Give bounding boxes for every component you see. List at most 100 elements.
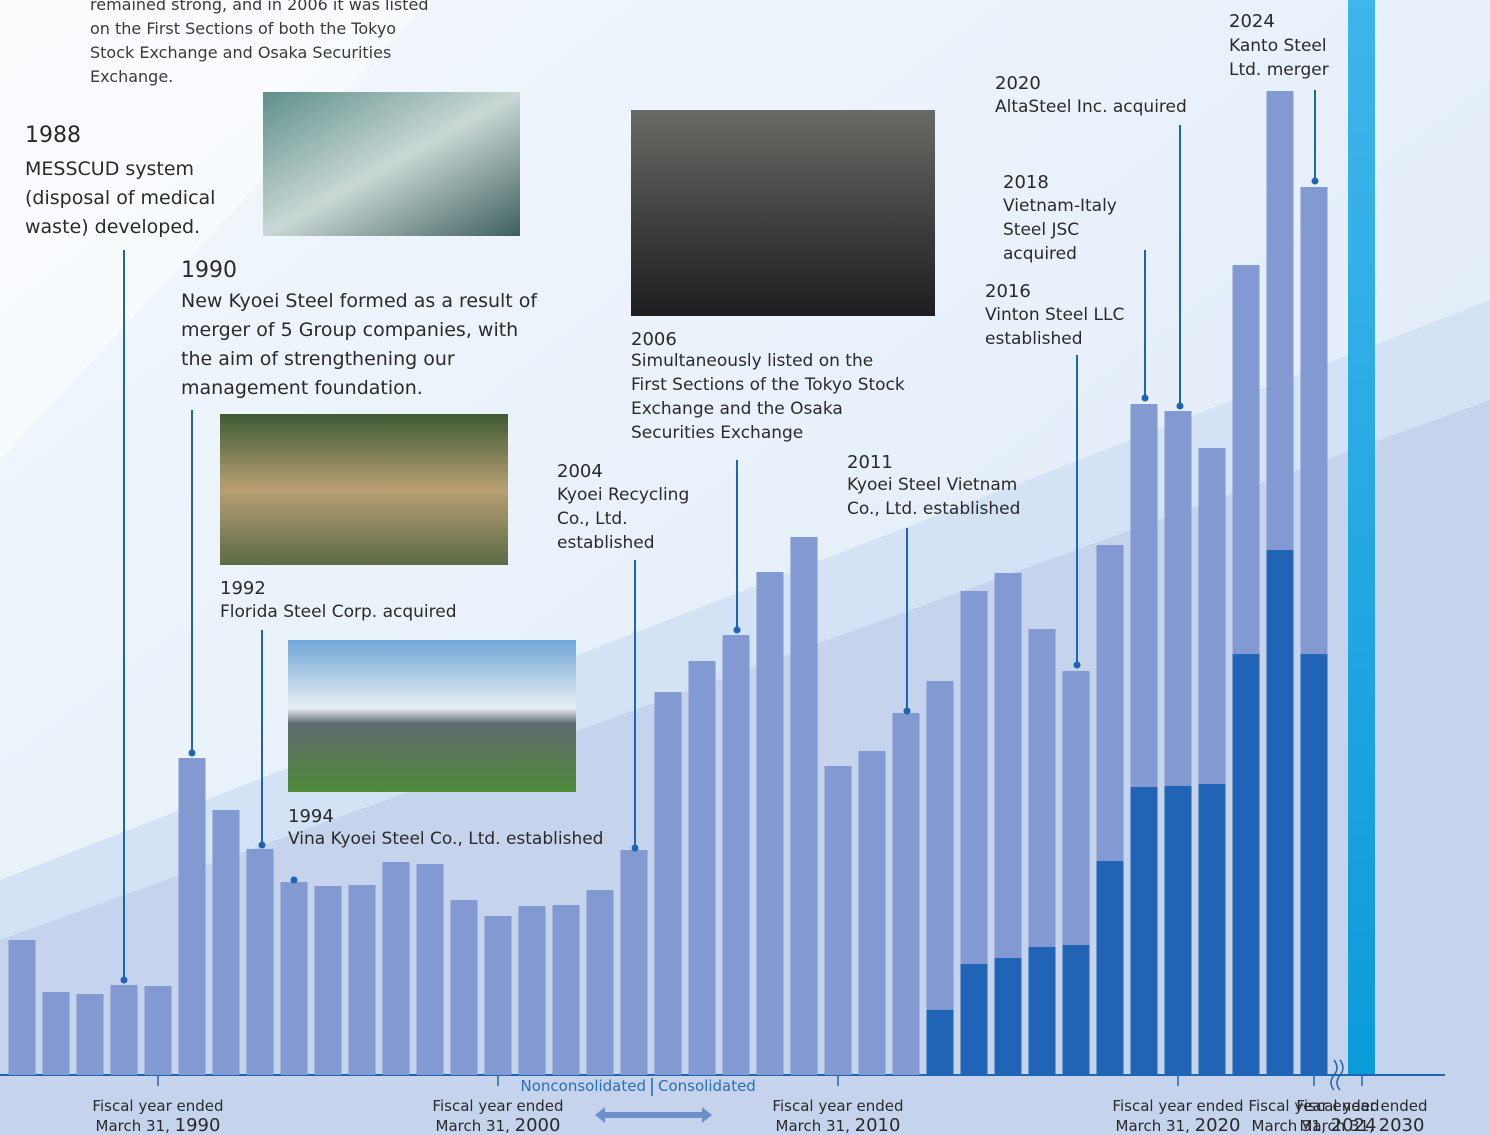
- bar: [621, 850, 648, 1075]
- event-text: Vietnam-Italy: [1003, 196, 1117, 216]
- scope-label: Nonconsolidated: [520, 1077, 646, 1095]
- event-text: MESSCUD system: [25, 158, 194, 180]
- chart: Nonconsolidated Consolidated Fiscal year…: [0, 0, 1490, 1135]
- leader-dot: [1142, 395, 1149, 402]
- event-text: Exchange and the Osaka: [631, 399, 843, 419]
- x-tick-label: March 31, 2000: [436, 1115, 561, 1135]
- event-text: (disposal of medical: [25, 187, 215, 209]
- photo: [288, 640, 576, 792]
- x-tick-label: March 31, 1990: [96, 1115, 221, 1135]
- x-tick-date: March 31,: [1300, 1117, 1374, 1135]
- bar: [315, 886, 342, 1075]
- event-text: the aim of strengthening our: [181, 348, 455, 370]
- bar: [1267, 91, 1294, 550]
- event-year: 2016: [985, 281, 1031, 302]
- event-text: merger of 5 Group companies, with: [181, 319, 518, 341]
- bar: [417, 864, 444, 1075]
- x-tick-year: 2010: [855, 1115, 901, 1135]
- event-year: 1994: [288, 806, 334, 827]
- leader-dot: [1074, 662, 1081, 669]
- event-year: 1988: [25, 123, 81, 148]
- x-tick-label: March 31, 2030: [1300, 1115, 1425, 1135]
- leader-dot: [121, 977, 128, 984]
- bar: [859, 751, 886, 1075]
- intro-text: on the First Sections of both the Tokyo: [90, 19, 396, 38]
- event-year: 2020: [995, 73, 1041, 94]
- bar: [1097, 545, 1124, 861]
- bar: [655, 692, 682, 1075]
- bar: [1301, 187, 1328, 654]
- leader-dot: [734, 627, 741, 634]
- event-year: 2006: [631, 329, 677, 350]
- x-tick-caption: Fiscal year ended: [1112, 1097, 1243, 1115]
- x-tick-year: 2030: [1379, 1115, 1425, 1135]
- photo: [263, 92, 520, 236]
- bar: [927, 1010, 954, 1075]
- bar: [1233, 654, 1260, 1075]
- event-text: New Kyoei Steel formed as a result of: [181, 290, 538, 312]
- x-tick-date: March 31,: [776, 1117, 850, 1135]
- bar: [1029, 947, 1056, 1075]
- x-tick-date: March 31,: [436, 1117, 510, 1135]
- bar: [961, 591, 988, 964]
- x-tick-label: March 31, 2020: [1116, 1115, 1241, 1135]
- event-text: management foundation.: [181, 377, 423, 399]
- bar: [553, 905, 580, 1075]
- event-text: First Sections of the Tokyo Stock: [631, 375, 905, 395]
- x-tick-caption: Fiscal year ended: [1296, 1097, 1427, 1115]
- event-text: waste) developed.: [25, 216, 200, 238]
- leader-dot: [632, 845, 639, 852]
- bar: [995, 958, 1022, 1075]
- bar: [1267, 550, 1294, 1075]
- bar: [1063, 945, 1090, 1075]
- x-tick-year: 2000: [515, 1115, 561, 1135]
- event-year: 2004: [557, 461, 603, 482]
- bar: [1199, 784, 1226, 1075]
- event-text: Kyoei Steel Vietnam: [847, 475, 1017, 495]
- event-text: Ltd. merger: [1229, 60, 1329, 80]
- bar: [1165, 411, 1192, 786]
- bar: [825, 766, 852, 1075]
- bar: [791, 537, 818, 1075]
- bar: [77, 994, 104, 1075]
- event-year: 2024: [1229, 11, 1275, 32]
- x-tick-caption: Fiscal year ended: [432, 1097, 563, 1115]
- leader-dot: [1312, 178, 1319, 185]
- event-text: Co., Ltd. established: [847, 499, 1020, 519]
- event-text: Florida Steel Corp. acquired: [220, 602, 457, 622]
- bar: [1131, 787, 1158, 1075]
- bar: [1233, 265, 1260, 654]
- bar: [927, 681, 954, 1010]
- target-bar: [1348, 0, 1375, 1075]
- bar: [1063, 671, 1090, 945]
- bar: [451, 900, 478, 1075]
- event-text: Simultaneously listed on the: [631, 351, 873, 371]
- bar: [247, 849, 274, 1075]
- bar: [587, 890, 614, 1075]
- x-tick-caption: Fiscal year ended: [92, 1097, 223, 1115]
- intro-text: Stock Exchange and Osaka Securities: [90, 43, 391, 62]
- x-tick-label: March 31, 2010: [776, 1115, 901, 1135]
- bar: [1199, 448, 1226, 784]
- event-text: Vinton Steel LLC: [985, 305, 1124, 325]
- bar: [757, 572, 784, 1075]
- intro-text: remained strong, and in 2006 it was list…: [90, 0, 429, 14]
- x-tick-date: March 31,: [96, 1117, 170, 1135]
- bar: [145, 986, 172, 1075]
- bar: [893, 713, 920, 1075]
- event-text: established: [985, 329, 1083, 349]
- bar: [383, 862, 410, 1075]
- bar: [689, 661, 716, 1075]
- leader-dot: [291, 877, 298, 884]
- event-text: Kanto Steel: [1229, 36, 1327, 56]
- bar: [1097, 861, 1124, 1075]
- leader-dot: [189, 750, 196, 757]
- event-text: Kyoei Recycling: [557, 485, 689, 505]
- photo: [631, 110, 935, 316]
- bar: [519, 906, 546, 1075]
- bar: [1131, 404, 1158, 787]
- event-year: 1990: [181, 258, 237, 283]
- event-year: 2018: [1003, 172, 1049, 193]
- event-year: 1992: [220, 578, 266, 599]
- bar: [723, 635, 750, 1075]
